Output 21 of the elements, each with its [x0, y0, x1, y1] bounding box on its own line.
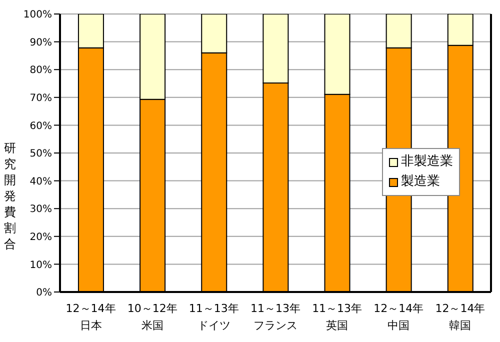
x-tick-label: 12～14年中国: [374, 302, 424, 332]
y-tick-label: 0%: [36, 288, 52, 299]
x-tick-label: 11～13年英国: [312, 302, 362, 332]
y-tick-label: 40%: [30, 176, 52, 188]
y-tick-label: 80%: [30, 65, 52, 76]
x-tick-label: 11～13年ドイツ: [188, 302, 239, 332]
y-tick-label: 100%: [23, 10, 52, 21]
legend-label: 製造業: [401, 173, 440, 191]
y-axis-title: 研究開発費割合: [4, 140, 17, 252]
x-tick-label: 10～12年米国: [127, 302, 178, 332]
x-tick-label: 12～14年日本: [66, 302, 116, 332]
y-tick-label: 60%: [30, 120, 52, 132]
y-tick-label: 30%: [30, 204, 52, 216]
legend-label: 非製造業: [401, 153, 453, 171]
x-tick-label: 12～14年韓国: [435, 302, 486, 332]
y-tick-label: 90%: [30, 37, 52, 48]
y-tick-label: 20%: [30, 232, 52, 243]
y-tick-label: 10%: [30, 260, 52, 271]
y-tick-label: 70%: [30, 92, 52, 104]
x-tick-label: 11～13年フランス: [250, 302, 300, 332]
y-tick-label: 50%: [30, 148, 52, 160]
